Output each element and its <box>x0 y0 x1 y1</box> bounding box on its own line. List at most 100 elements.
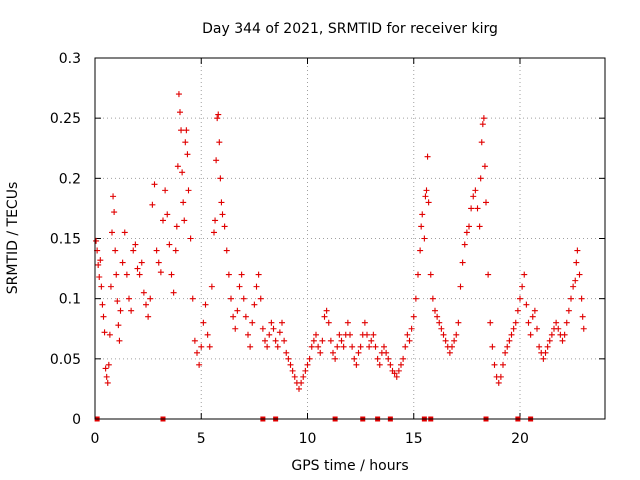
y-axis-label: SRMTID / TECUs <box>5 182 21 295</box>
y-tick-label: 0.25 <box>50 111 81 127</box>
data-point <box>255 271 262 278</box>
data-point <box>370 331 377 338</box>
data-point <box>136 271 143 278</box>
data-point <box>223 247 230 254</box>
data-point <box>548 331 555 338</box>
data-point <box>304 361 311 368</box>
data-point <box>274 343 281 350</box>
data-point <box>429 295 436 302</box>
data-point <box>555 325 562 332</box>
data-point <box>191 337 198 344</box>
data-point <box>313 331 319 338</box>
data-point <box>272 337 279 344</box>
data-point <box>155 259 162 266</box>
data-point <box>478 139 485 146</box>
data-point <box>508 331 515 338</box>
y-tick-label: 0 <box>72 412 81 428</box>
x-tick-label: 15 <box>405 431 423 447</box>
chart-title: Day 344 of 2021, SRMTID for receiver kir… <box>202 21 498 37</box>
data-point <box>259 325 266 332</box>
data-point <box>308 343 315 350</box>
data-point <box>323 307 330 314</box>
data-point <box>321 313 328 320</box>
data-point <box>340 343 347 350</box>
data-point <box>245 331 251 338</box>
data-point <box>442 337 449 344</box>
data-point <box>102 365 109 372</box>
data-point <box>455 319 462 326</box>
data-point <box>438 325 445 332</box>
data-point <box>427 271 434 278</box>
data-point <box>145 313 152 320</box>
data-point <box>404 331 411 338</box>
data-point <box>194 349 200 356</box>
data-point <box>225 271 232 278</box>
data-point <box>251 301 258 308</box>
data-point <box>510 325 517 332</box>
data-point <box>100 313 107 320</box>
plot-frame <box>94 57 606 420</box>
data-point <box>461 241 468 248</box>
data-point <box>109 229 115 236</box>
data-point <box>212 217 219 224</box>
data-point <box>338 337 345 344</box>
x-tick-label: 20 <box>511 431 529 447</box>
data-point <box>143 301 149 308</box>
data-point <box>519 283 526 290</box>
data-point <box>408 325 415 332</box>
data-point <box>544 343 551 350</box>
data-point <box>206 343 213 350</box>
data-point <box>327 337 334 344</box>
data-point <box>185 187 192 194</box>
data-point <box>451 337 458 344</box>
data-point <box>440 331 447 338</box>
y-tick-label: 0.2 <box>59 171 81 187</box>
data-point <box>523 301 530 308</box>
data-point <box>317 349 324 356</box>
data-point <box>466 223 472 230</box>
data-point <box>119 259 126 266</box>
data-point <box>361 319 368 326</box>
data-point <box>281 337 288 344</box>
data-point <box>383 349 390 356</box>
data-point <box>113 271 120 278</box>
data-point <box>349 343 356 350</box>
data-point <box>211 229 217 236</box>
data-point <box>110 193 117 200</box>
data-point <box>182 139 189 146</box>
data-point <box>128 307 135 314</box>
x-tick-label: 0 <box>91 431 100 447</box>
data-point <box>572 277 579 284</box>
data-point <box>319 337 326 344</box>
data-point <box>262 337 268 344</box>
data-point <box>418 223 425 230</box>
data-point <box>134 265 141 272</box>
data-point <box>221 223 228 230</box>
data-point <box>112 247 119 254</box>
data-point <box>330 349 336 356</box>
data-point <box>453 331 460 338</box>
data-point <box>99 301 106 308</box>
data-point <box>315 343 322 350</box>
data-point <box>477 175 484 182</box>
data-point <box>432 307 438 314</box>
data-points <box>93 91 587 392</box>
data-point <box>130 247 137 254</box>
data-point <box>357 343 364 350</box>
data-point <box>106 331 113 338</box>
data-point <box>502 349 509 356</box>
data-point <box>247 343 254 350</box>
data-point <box>424 153 431 160</box>
data-point <box>302 367 309 374</box>
data-point <box>103 373 110 380</box>
data-point <box>542 349 549 356</box>
data-point <box>376 361 383 368</box>
data-point <box>422 193 429 200</box>
data-point <box>419 211 426 218</box>
data-point <box>172 247 179 254</box>
data-point <box>101 329 108 336</box>
data-point <box>219 211 226 218</box>
data-point <box>228 295 234 302</box>
data-point <box>198 343 205 350</box>
